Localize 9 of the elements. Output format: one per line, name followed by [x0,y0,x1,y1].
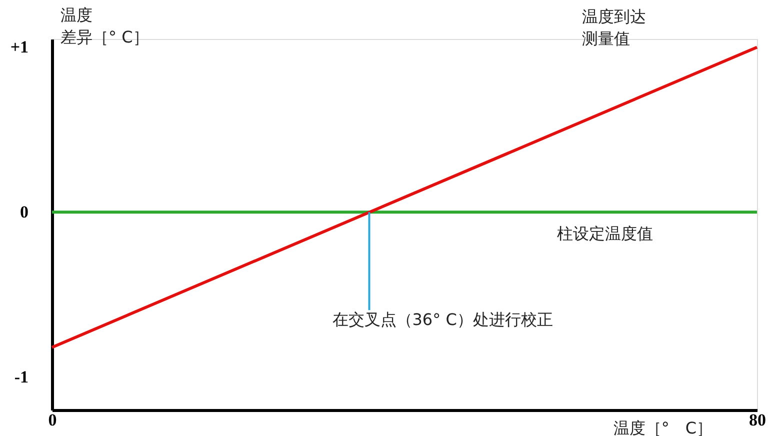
annotation: 在交叉点（36° C）处进行校正 [332,310,553,330]
y-tick-label: -1 [14,368,28,387]
x-tick-label: 80 [749,410,766,430]
x-axis-title: 温度［° C］ [613,418,712,436]
text: 温度到达测量值 [582,7,646,48]
y-tick-label: 0 [20,202,28,222]
y-axis-title: 温度差异［° C］ [60,6,149,46]
y-tick-label: +1 [10,38,28,57]
series-label: 柱设定温度值 [557,224,653,244]
